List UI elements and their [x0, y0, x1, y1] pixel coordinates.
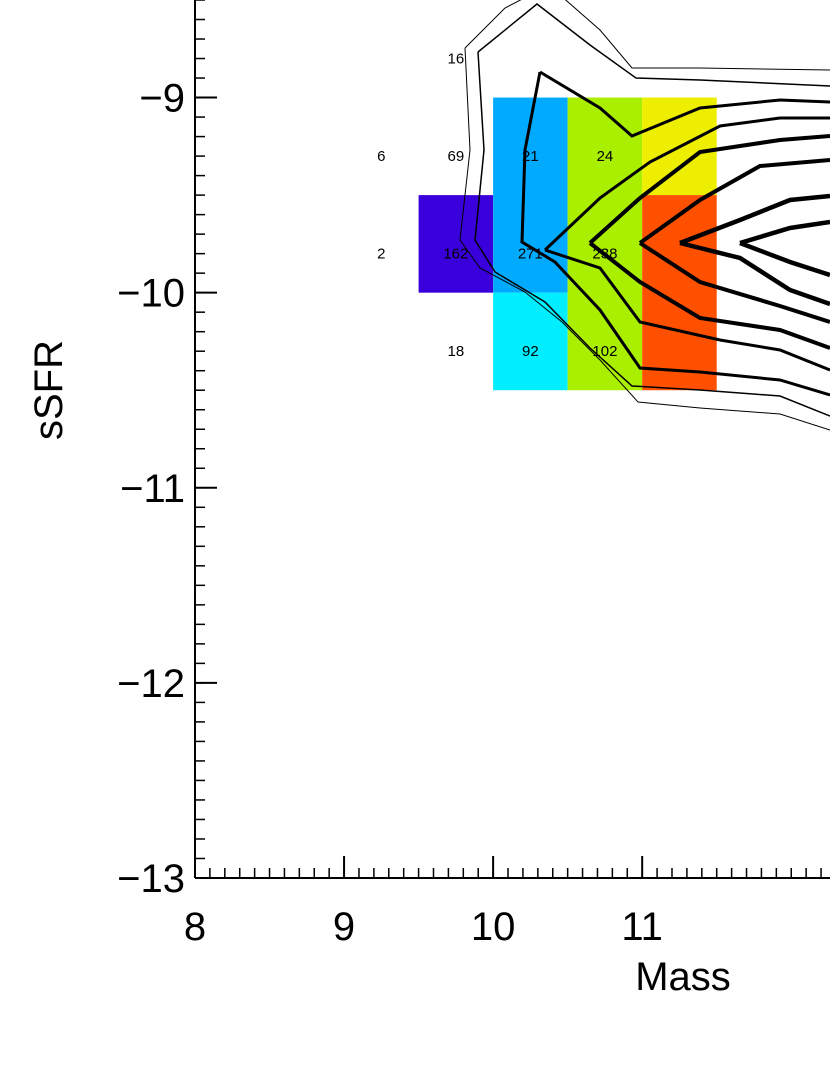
count-label: 162 [443, 246, 468, 263]
y-axis-label: sSFR [27, 340, 71, 440]
y-tick-label: −13 [117, 857, 185, 901]
count-label: 2 [377, 246, 385, 263]
contour [543, 116, 830, 252]
cell [493, 292, 568, 391]
x-tick-label: 9 [333, 905, 355, 949]
count-label: 24 [597, 148, 614, 165]
contour [588, 241, 830, 350]
y-tick-label: −11 [120, 467, 185, 511]
contour [739, 219, 830, 246]
x-tick-label: 10 [471, 905, 516, 949]
cell [418, 195, 494, 293]
count-label: 92 [522, 343, 539, 360]
count-label: 238 [592, 246, 617, 263]
contour [459, 47, 830, 431]
x-axis-label: Mass [635, 955, 731, 999]
count-label: 102 [592, 343, 617, 360]
contour [544, 248, 830, 372]
contour [679, 193, 830, 246]
count-label: 69 [448, 148, 465, 165]
count-label: 18 [448, 343, 465, 360]
count-labels: 6 69 21 24 2 162 271 238 18 92 102 16 [377, 51, 617, 361]
count-label: 16 [448, 51, 465, 68]
count-label: 271 [518, 246, 543, 263]
contour [477, 3, 830, 87]
axes: 8 9 10 11 −13 −12 −11 −10 −9 [117, 0, 830, 949]
contour [679, 240, 830, 307]
contour [520, 71, 830, 397]
contour [638, 158, 830, 245]
contour [539, 70, 830, 138]
cell [642, 195, 717, 391]
y-tick-label: −10 [117, 272, 185, 316]
count-label: 6 [377, 148, 385, 165]
contour [474, 51, 830, 417]
cell [493, 97, 568, 293]
cell [567, 97, 643, 391]
contours [459, 0, 830, 431]
x-tick-label: 8 [184, 905, 206, 949]
contour [588, 134, 830, 245]
x-tick-label: 11 [621, 905, 663, 949]
contour [739, 240, 830, 278]
count-label: 21 [522, 148, 539, 165]
y-tick-label: −9 [139, 77, 185, 121]
y-tick-label: −12 [117, 662, 185, 706]
contour [638, 241, 830, 324]
contour [464, 0, 830, 71]
